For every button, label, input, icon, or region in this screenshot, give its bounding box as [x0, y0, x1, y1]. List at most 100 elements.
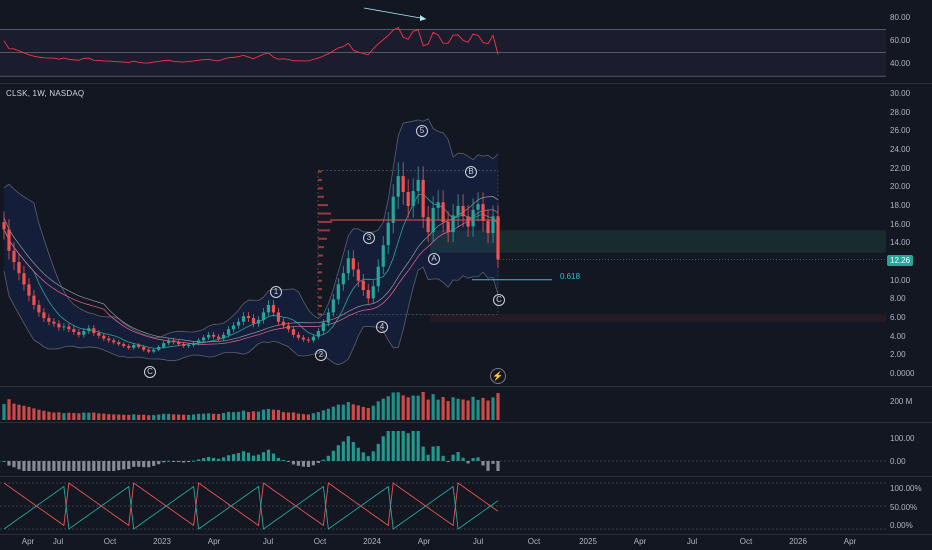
- candle-body: [441, 202, 445, 222]
- wave-label-3: 3: [363, 232, 375, 244]
- candle-body: [346, 258, 350, 274]
- histogram-bar: [276, 457, 281, 461]
- rsi-tick-60: 60.00: [890, 36, 911, 45]
- histogram-bar: [491, 461, 495, 464]
- histogram-bar: [436, 446, 440, 461]
- histogram-bar: [27, 461, 31, 471]
- price-pane[interactable]: [0, 84, 886, 384]
- histogram-bar: [57, 461, 61, 471]
- oscillator-pane[interactable]: [0, 477, 886, 533]
- time-label: Apr: [633, 537, 647, 546]
- histogram-bar: [87, 461, 91, 471]
- candle-body: [47, 318, 51, 322]
- volume-bar: [311, 413, 315, 420]
- candle-body: [17, 262, 21, 274]
- pane-separator[interactable]: [0, 83, 932, 84]
- volume-bar: [42, 410, 46, 420]
- volume-bar: [201, 413, 206, 420]
- wave-label-2: 2: [315, 349, 327, 361]
- volume-bar: [296, 413, 301, 420]
- histogram-bar: [341, 441, 345, 461]
- price-tick: 28.00: [890, 107, 911, 117]
- pane-separator[interactable]: [0, 476, 932, 477]
- volume-bar: [341, 404, 345, 420]
- candle-body: [471, 209, 475, 227]
- symbol-label[interactable]: CLSK, 1W, NASDAQ: [6, 89, 85, 98]
- volume-bar: [107, 414, 111, 420]
- histogram-bar: [486, 461, 490, 471]
- price-tick: 26.00: [890, 126, 911, 136]
- volume-bar: [316, 412, 320, 420]
- osc-line-1: [3, 482, 499, 527]
- candle-body: [107, 338, 111, 341]
- candle-body: [102, 335, 106, 339]
- candle-body: [376, 266, 380, 287]
- candle-body: [142, 346, 146, 350]
- candle-body: [306, 339, 310, 341]
- histogram-bar: [386, 431, 390, 461]
- price-tick: 16.00: [890, 219, 911, 229]
- histogram-bar: [62, 461, 66, 471]
- candle-body: [97, 332, 101, 336]
- volume-bar: [426, 399, 430, 420]
- pane-separator[interactable]: [0, 422, 932, 423]
- histogram-pane[interactable]: [0, 423, 886, 475]
- wave-label-b: B: [465, 166, 477, 178]
- candle-body: [226, 329, 231, 335]
- volume-bar: [461, 399, 465, 420]
- bollinger-lower: [3, 266, 499, 366]
- volume-bar: [401, 395, 405, 420]
- moving-average-2: [3, 209, 499, 345]
- histogram-bar: [42, 461, 46, 471]
- candle-body: [451, 215, 455, 233]
- rsi-pane[interactable]: [0, 0, 886, 82]
- candle-body: [356, 269, 360, 281]
- time-label: Jul: [686, 537, 698, 546]
- volume-profile-bar: [318, 304, 322, 307]
- candle-body: [331, 299, 335, 313]
- osc-tick-100: 100.00%: [890, 484, 922, 493]
- pane-separator[interactable]: [0, 386, 932, 387]
- candle-body: [276, 312, 281, 322]
- candle-body: [391, 196, 395, 223]
- volume-bar: [17, 404, 21, 420]
- volume-bar: [12, 403, 16, 420]
- histogram-bar: [361, 452, 365, 461]
- candle-body: [42, 312, 46, 318]
- histogram-bar: [351, 442, 355, 461]
- histogram-bar: [261, 452, 266, 461]
- histogram-bar: [221, 457, 226, 461]
- volume-bar: [446, 401, 450, 420]
- volume-bar: [366, 408, 370, 420]
- histogram-bar: [52, 461, 56, 471]
- rsi-tick-80: 80.00: [890, 13, 911, 22]
- price-tick: 20.00: [890, 182, 911, 192]
- histogram-bar: [137, 461, 141, 467]
- candle-body: [201, 337, 206, 341]
- wave-label-c2: C: [493, 294, 505, 306]
- volume-profile-bar: [318, 212, 331, 215]
- candle-body: [7, 229, 11, 251]
- histogram-bar: [476, 457, 480, 461]
- histogram-bar: [77, 461, 81, 471]
- candle-body: [406, 192, 410, 206]
- candle-body: [261, 312, 266, 320]
- histogram-bar: [431, 446, 435, 461]
- volume-bar: [391, 392, 395, 420]
- candle-body: [112, 340, 116, 343]
- lightning-icon[interactable]: ⚡: [490, 368, 506, 384]
- candle-body: [421, 179, 425, 218]
- candle-body: [32, 295, 36, 305]
- volume-pane[interactable]: [0, 387, 886, 421]
- histogram-bar: [306, 461, 310, 467]
- volume-bar: [152, 415, 156, 420]
- time-label: Jul: [472, 537, 484, 546]
- price-tick: 8.00: [890, 294, 906, 304]
- histogram-bar: [451, 454, 455, 461]
- volume-profile-bar: [318, 229, 330, 232]
- volume-bar: [27, 406, 31, 420]
- volume-bar: [271, 409, 276, 420]
- volume-bar: [486, 400, 490, 420]
- last-price-tag: 12.26: [887, 255, 914, 266]
- candle-body: [281, 321, 286, 326]
